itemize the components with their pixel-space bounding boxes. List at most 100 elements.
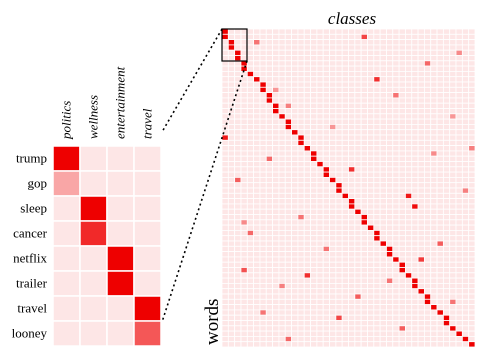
full-cell [240, 282, 248, 290]
full-cell [392, 182, 400, 189]
full-cell [417, 335, 425, 343]
full-cell [411, 235, 419, 242]
full-cell [417, 224, 425, 231]
full-cell [272, 314, 280, 321]
full-cell [373, 251, 381, 258]
full-cell [367, 320, 375, 327]
full-cell [259, 161, 267, 168]
full-cell [348, 155, 356, 162]
full-cell [449, 229, 457, 237]
full-cell [367, 97, 375, 104]
full-cell [455, 256, 463, 263]
full-cell [411, 251, 419, 258]
full-cell [360, 145, 368, 152]
full-cell [455, 235, 463, 242]
full-cell [303, 161, 311, 168]
full-cell [398, 192, 406, 200]
full-cell [240, 44, 248, 51]
full-cell [316, 214, 324, 221]
full-cell [272, 267, 280, 274]
full-cell [316, 166, 324, 173]
full-cell [322, 124, 330, 131]
full-cell [322, 240, 330, 247]
full-cell [272, 251, 280, 258]
full-cell [417, 55, 425, 62]
full-cell [449, 192, 457, 200]
full-cell [297, 155, 305, 162]
full-cell [303, 124, 311, 131]
full-cell [386, 203, 394, 210]
zoom-cell [133, 270, 162, 297]
full-cell [310, 214, 318, 221]
full-cell [386, 192, 394, 200]
full-cell [411, 55, 419, 62]
full-cell [461, 161, 470, 168]
full-cell [297, 304, 305, 311]
full-cell [436, 108, 444, 115]
full-cell [461, 28, 470, 35]
full-cell [442, 224, 451, 231]
full-cell [259, 124, 267, 131]
full-cell [284, 187, 292, 194]
full-cell [316, 272, 324, 279]
full-cell [291, 214, 299, 221]
full-cell [259, 219, 267, 226]
full-cell [310, 161, 318, 168]
full-cell [322, 129, 330, 136]
full-cell [430, 304, 438, 311]
full-cell [297, 108, 305, 115]
full-cell [373, 166, 381, 173]
full-cell [246, 192, 255, 200]
full-cell [227, 203, 236, 210]
full-cell [398, 55, 406, 62]
full-cell [373, 203, 381, 210]
full-cell [373, 171, 381, 178]
class-header: travel [140, 108, 155, 139]
full-cell [227, 208, 236, 215]
full-cell [265, 187, 273, 194]
full-cell [297, 251, 305, 258]
full-cell [379, 261, 387, 268]
full-cell [430, 330, 438, 337]
full-cell [360, 150, 368, 157]
full-cell [310, 92, 318, 99]
full-cell [297, 229, 305, 237]
full-cell [234, 39, 242, 46]
full-cell [253, 240, 261, 247]
full-cell [259, 224, 267, 231]
full-cell [354, 166, 362, 173]
full-cell [468, 182, 476, 189]
full-cell [455, 203, 463, 210]
full-cell [221, 208, 229, 215]
full-cell [449, 261, 457, 268]
full-cell [455, 150, 463, 157]
full-cell [455, 293, 463, 300]
full-cell [316, 97, 324, 104]
full-cell [329, 293, 337, 300]
full-cell [436, 28, 444, 35]
full-cell [221, 81, 229, 88]
full-cell [386, 150, 394, 157]
full-cell [240, 92, 248, 99]
full-cell [360, 161, 368, 168]
full-cell [449, 176, 457, 184]
full-cell [442, 251, 451, 258]
full-cell [322, 166, 330, 173]
full-cell [430, 55, 438, 62]
full-cell [341, 277, 349, 284]
full-cell [423, 320, 432, 327]
full-cell [461, 97, 470, 104]
full-cell [246, 139, 255, 147]
full-cell [272, 198, 280, 205]
full-cell [348, 320, 356, 327]
full-cell [417, 325, 425, 332]
full-cell [411, 309, 419, 316]
full-cell [436, 81, 444, 88]
full-cell [360, 134, 368, 141]
full-cell [417, 320, 425, 327]
full-cell [253, 335, 261, 343]
full-cell [221, 182, 229, 189]
full-cell [449, 33, 457, 40]
full-cell [367, 171, 375, 178]
full-cell [430, 293, 438, 300]
